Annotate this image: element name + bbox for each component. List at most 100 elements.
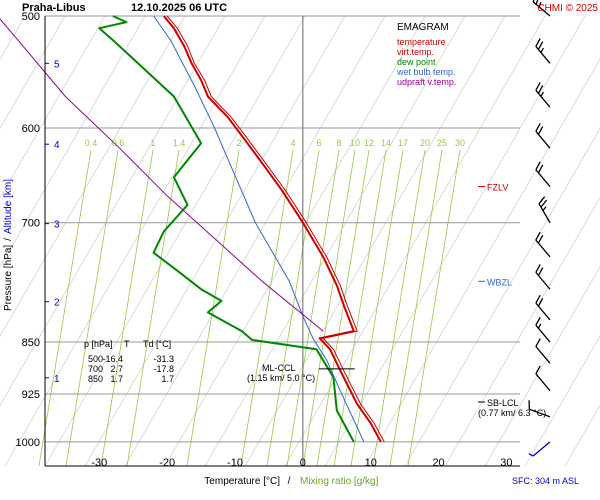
isotherm-lines: [0, 15, 600, 467]
altitude-tick-label: 2: [54, 298, 60, 309]
mixing-ratio-label: 17: [398, 138, 408, 148]
chart-title: EMAGRAM: [397, 22, 449, 33]
isotherm-line: [84, 15, 346, 467]
series-line-temperature: [163, 15, 382, 443]
grid-lines: [45, 15, 520, 466]
sb-lcl-detail: (0.77 km/ 6.3 °C): [478, 408, 546, 418]
temperature-tick-label: -30: [91, 457, 107, 469]
wind-barb: [535, 161, 551, 188]
wind-barb-flag: [535, 231, 541, 241]
table-header: T: [124, 339, 130, 349]
isotherm-line: [204, 15, 466, 467]
mixing-ratio-line: [333, 149, 387, 467]
isotherm-line: [164, 15, 426, 467]
mixing-ratio-label: 30: [455, 138, 465, 148]
table-cell: -31.3: [153, 354, 174, 364]
wind-barb-flag: [532, 0, 535, 3]
table-cell: 700: [88, 364, 103, 374]
mixing-ratio-line: [126, 149, 180, 467]
mixing-ratio-label: 0.4: [85, 138, 98, 148]
x-axis-label: Temperature [°C] / Mixing ratio [g/kg]: [204, 476, 378, 487]
wind-barbs: [528, 0, 551, 457]
table-cell: 1.7: [110, 374, 123, 384]
table-cell: 850: [88, 374, 103, 384]
table-header: p [hPa]: [84, 339, 113, 349]
table-cell: 500: [88, 354, 103, 364]
wind-barb-flag: [537, 267, 544, 276]
isotherm-line: [124, 15, 386, 467]
wind-barb: [535, 82, 551, 108]
wind-barb: [528, 400, 551, 418]
wind-barb-flag: [535, 123, 541, 132]
wind-barb-flag: [528, 453, 534, 457]
wind-barb-flag: [537, 234, 544, 244]
wind-barb-flag: [540, 47, 544, 53]
mixing-ratio-line: [372, 149, 426, 467]
isotherm-line: [444, 197, 600, 467]
mixing-ratio-label: 25: [437, 138, 447, 148]
wind-barb-staff: [535, 346, 551, 364]
wind-barb-flag: [535, 0, 539, 5]
wind-barb-flag: [535, 38, 541, 47]
isotherm-line: [324, 15, 586, 467]
wind-barb-flag: [535, 316, 541, 326]
surface-info: SFC: 304 m ASL: [512, 476, 579, 486]
wind-barb: [535, 123, 551, 149]
altitude-tick-label: 5: [54, 59, 60, 70]
isotherm-line: [564, 404, 600, 467]
mixing-ratio-label: 4: [290, 138, 295, 148]
parameters-table: p [hPa] T Td [°C] 500 -16.4 -31.3 700 2.7 -17.8 8…: [84, 339, 174, 384]
mixing-ratio-line: [266, 149, 320, 467]
wind-barb-flag: [537, 323, 542, 329]
station-name: Praha-Libus: [22, 2, 86, 14]
series-line-dew-point: [98, 15, 355, 443]
isotherm-line: [524, 335, 600, 467]
mixing-ratio-line: [350, 149, 404, 467]
wind-barb: [535, 365, 551, 392]
isotherm-line: [0, 15, 226, 407]
wind-barb: [538, 196, 551, 224]
mixing-ratio-line: [316, 149, 370, 467]
temperature-tick-label: 10: [365, 457, 377, 469]
mixing-ratio-label: 6: [316, 138, 321, 148]
x-axis-label-temperature: Temperature [°C]: [204, 476, 280, 487]
wind-barb: [535, 264, 551, 290]
table-header: Td [°C]: [143, 339, 171, 349]
wind-barb-flag: [535, 264, 541, 273]
altitude-tick-label: 1: [54, 374, 60, 385]
series-line-wet-bulb-temp: [153, 15, 365, 443]
isotherm-line: [364, 58, 600, 467]
wind-barb: [535, 316, 551, 343]
mixing-ratio-line: [286, 149, 340, 467]
wind-barb: [535, 338, 551, 364]
pressure-tick-label: 925: [22, 389, 40, 401]
isotherm-line: [44, 15, 306, 467]
x-axis-label-mixing: Mixing ratio [g/kg]: [300, 476, 379, 487]
altitude-tick-label: 4: [54, 140, 60, 151]
y-axis-label-separator: /: [3, 238, 14, 241]
wind-barb-flag: [537, 126, 544, 135]
wind-barb-flag: [535, 82, 541, 91]
wind-barb-flag: [537, 297, 544, 307]
mixing-ratio-line: [407, 149, 461, 467]
annotations: FZLV WBZL ML-CCL(1.15 km/ 5.0 °C) SB-LCL(0.…: [247, 183, 546, 418]
temperature-tick-label: -20: [159, 457, 175, 469]
temperature-tick-label: -10: [227, 457, 243, 469]
mixing-ratio-line: [65, 149, 119, 467]
annotation-label: FZLV: [487, 183, 508, 193]
mixing-ratio-label: 12: [364, 138, 374, 148]
temperature-tick-label: 0: [300, 457, 306, 469]
series-line-virt-temp: [166, 15, 385, 443]
isotherm-line: [484, 266, 600, 467]
mixing-ratio-line: [302, 149, 356, 467]
table-cell: -17.8: [153, 364, 174, 374]
isotherm-line: [284, 15, 546, 467]
mixing-ratio-label: 8: [336, 138, 341, 148]
annotation-label: WBZL: [487, 277, 512, 287]
wind-barb: [535, 231, 551, 258]
ml-ccl-detail: (1.15 km/ 5.0 °C): [247, 373, 315, 383]
mixing-ratio-label: 10: [350, 138, 360, 148]
wind-barb-flag: [538, 2, 542, 8]
mixing-ratio-line: [389, 149, 443, 467]
